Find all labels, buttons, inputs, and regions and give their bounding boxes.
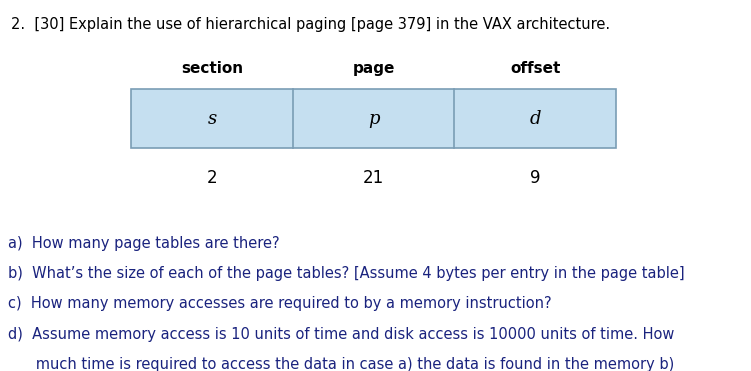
Text: section: section [181, 61, 243, 76]
Text: d)  Assume memory access is 10 units of time and disk access is 10000 units of t: d) Assume memory access is 10 units of t… [8, 327, 674, 342]
Text: b)  What’s the size of each of the page tables? [Assume 4 bytes per entry in the: b) What’s the size of each of the page t… [8, 266, 684, 281]
Bar [293, 89, 454, 148]
Text: offset: offset [510, 61, 560, 76]
Text: 21: 21 [363, 169, 385, 187]
Text: c)  How many memory accesses are required to by a memory instruction?: c) How many memory accesses are required… [8, 296, 551, 311]
Text: page: page [352, 61, 395, 76]
Text: s: s [207, 110, 217, 128]
Text: a)  How many page tables are there?: a) How many page tables are there? [8, 236, 279, 250]
Text: much time is required to access the data in case a) the data is found in the mem: much time is required to access the data… [8, 357, 674, 371]
Bar [131, 89, 293, 148]
Text: 2.  [30] Explain the use of hierarchical paging [page 379] in the VAX architectu: 2. [30] Explain the use of hierarchical … [11, 17, 611, 32]
Text: p: p [368, 110, 379, 128]
Bar [454, 89, 616, 148]
Text: d: d [529, 110, 541, 128]
Text: 9: 9 [530, 169, 540, 187]
Bar [131, 89, 616, 148]
Text: 2: 2 [207, 169, 218, 187]
